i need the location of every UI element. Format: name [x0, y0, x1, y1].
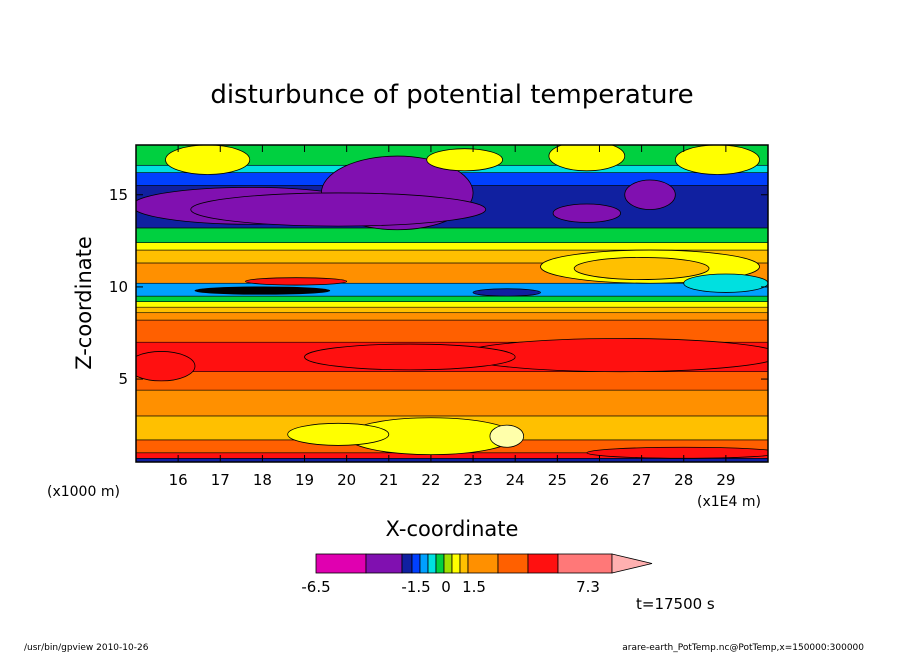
band-7 — [136, 319, 768, 343]
contour-region-3 — [552, 203, 621, 223]
contour-region-17 — [136, 351, 196, 382]
footer-left: /usr/bin/gpview 2010-10-26 — [24, 643, 149, 653]
colorbar — [315, 553, 653, 574]
x-tick-label: 28 — [674, 471, 693, 489]
colorbar-swatch-9 — [459, 553, 469, 574]
x-unit-label: (x1E4 m) — [697, 494, 761, 510]
x-tick-label: 23 — [464, 471, 483, 489]
band-15 — [136, 242, 768, 251]
band-16 — [136, 227, 768, 243]
colorbar-swatch-0 — [315, 553, 367, 574]
contour-region-6 — [426, 148, 503, 172]
band-9 — [136, 306, 768, 314]
x-tick-label: 17 — [211, 471, 230, 489]
contour-region-8 — [674, 145, 760, 175]
y-unit-label: (x1000 m) — [47, 484, 120, 500]
colorbar-swatch-2 — [401, 553, 413, 574]
contour-region-7 — [548, 145, 626, 172]
contour-region-13 — [472, 288, 541, 297]
band-11 — [136, 295, 768, 302]
colorbar-label: 1.5 — [462, 578, 486, 596]
band-5 — [136, 371, 768, 391]
colorbar-swatch-8 — [451, 553, 461, 574]
contour-region-2 — [190, 192, 487, 227]
colorbar-swatch-6 — [435, 553, 445, 574]
y-axis: 5 10 15 — [109, 186, 768, 388]
y-tick-label: 5 — [118, 370, 128, 388]
plot-area — [136, 145, 768, 462]
contour-region-16 — [304, 343, 516, 371]
x-axis-label: X-coordinate — [386, 517, 519, 541]
y-tick-label: 15 — [109, 186, 128, 204]
band-4 — [136, 389, 768, 417]
footer-right: arare-earth_PotTemp.nc@PotTemp,x=150000:… — [622, 643, 864, 653]
contour-region-11 — [683, 273, 768, 293]
colorbar-arrow — [611, 553, 653, 574]
x-tick-label: 29 — [716, 471, 735, 489]
colorbar-label: 7.3 — [576, 578, 600, 596]
colorbar-label: -6.5 — [301, 578, 330, 596]
contour-region-20 — [489, 424, 525, 448]
colorbar-swatch-10 — [467, 553, 499, 574]
x-axis: 16 17 18 19 20 21 22 23 24 25 26 27 28 29 — [169, 145, 735, 489]
colorbar-swatch-13 — [557, 553, 613, 574]
x-tick-label: 16 — [169, 471, 188, 489]
colorbar-label: -1.5 — [401, 578, 430, 596]
colorbar-labels: -6.5 -1.5 0 1.5 7.3 — [301, 578, 600, 596]
contour-region-14 — [245, 277, 348, 286]
time-label: t=17500 s — [636, 595, 715, 613]
colorbar-swatch-5 — [427, 553, 437, 574]
colorbar-swatch-4 — [419, 553, 429, 574]
contour-region-12 — [194, 286, 331, 295]
x-tick-label: 21 — [379, 471, 398, 489]
contour-region-5 — [165, 145, 251, 175]
colorbar-label: 0 — [441, 578, 451, 596]
colorbar-swatch-3 — [411, 553, 421, 574]
x-tick-label: 26 — [590, 471, 609, 489]
x-tick-label: 19 — [295, 471, 314, 489]
colorbar-swatch-12 — [527, 553, 559, 574]
band-8 — [136, 312, 768, 321]
plot-frame — [135, 144, 769, 463]
x-tick-label: 18 — [253, 471, 272, 489]
x-tick-label: 20 — [337, 471, 356, 489]
x-tick-label: 27 — [632, 471, 651, 489]
x-tick-label: 25 — [548, 471, 567, 489]
y-axis-label: Z-coordinate — [72, 236, 96, 370]
contour-region-10 — [573, 257, 710, 280]
colorbar-swatch-11 — [497, 553, 529, 574]
band-10 — [136, 301, 768, 308]
contour-region-4 — [624, 179, 676, 210]
contour-region-19 — [287, 422, 390, 446]
x-tick-label: 22 — [421, 471, 440, 489]
y-tick-label: 10 — [109, 278, 128, 296]
colorbar-swatch-1 — [365, 553, 403, 574]
x-tick-label: 24 — [506, 471, 525, 489]
chart-title: disturbunce of potential temperature — [210, 80, 693, 110]
colorbar-swatch-7 — [443, 553, 453, 574]
